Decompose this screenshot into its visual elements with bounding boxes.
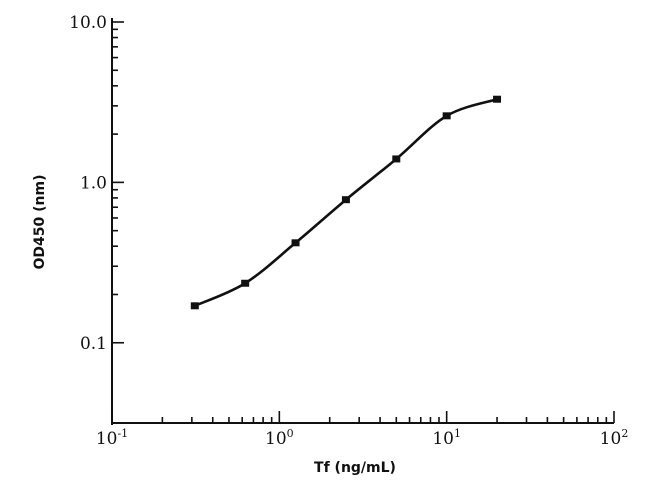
data-point bbox=[442, 112, 451, 120]
x-axis: 10-1 100 101 102 bbox=[96, 411, 629, 449]
data-point bbox=[392, 155, 401, 163]
x-tick-label: 102 bbox=[600, 427, 629, 449]
x-tick-label: 100 bbox=[265, 427, 294, 449]
y-axis-ticks: 0.1 1.0 10.0 bbox=[69, 13, 124, 354]
x-tick-label: 101 bbox=[432, 427, 461, 449]
data-point bbox=[241, 279, 250, 287]
x-tick-label: 10-1 bbox=[96, 427, 128, 449]
x-axis-title: Tf (ng/mL) bbox=[314, 460, 396, 476]
plot-area bbox=[190, 95, 502, 310]
x-axis-ticks: 10-1 100 101 102 bbox=[96, 411, 629, 449]
data-point bbox=[341, 196, 350, 204]
y-axis-title: OD450 (nm) bbox=[32, 175, 48, 270]
data-point bbox=[291, 239, 300, 247]
y-axis: 0.1 1.0 10.0 bbox=[69, 13, 124, 425]
y-tick-label: 0.1 bbox=[80, 334, 107, 354]
y-tick-label: 1.0 bbox=[80, 173, 107, 193]
data-point bbox=[190, 302, 199, 310]
data-point bbox=[493, 95, 502, 103]
y-tick-label: 10.0 bbox=[69, 13, 107, 33]
